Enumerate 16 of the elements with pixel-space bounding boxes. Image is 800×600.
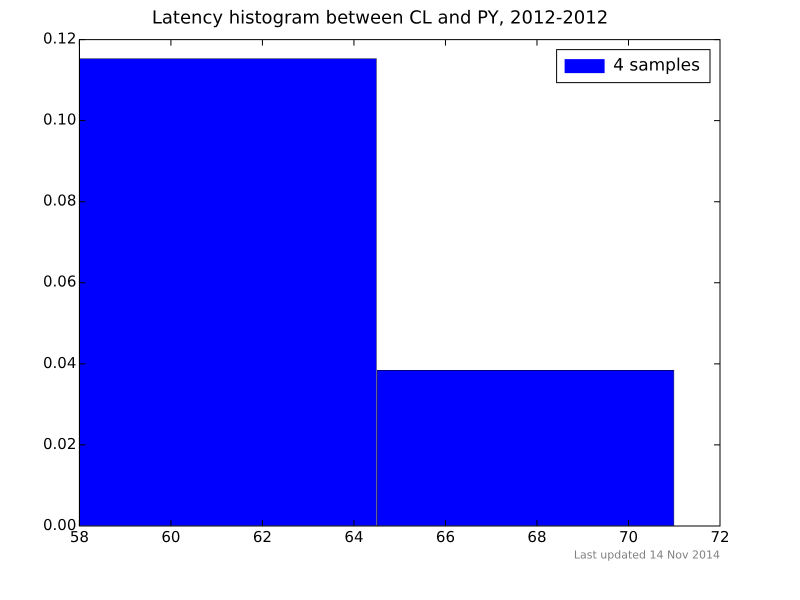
text: Last updated 14 Nov 2014	[574, 548, 720, 562]
x-tick-label: 62	[252, 528, 272, 546]
chart-title: Latency histogram between CL and PY, 2012-2012	[152, 7, 608, 28]
x-tick-label: 64	[344, 528, 364, 546]
x-tick-label: 66	[436, 528, 456, 546]
legend-label: 4 samples	[613, 56, 700, 76]
x-tick-label: 70	[618, 528, 638, 546]
y-tick-label: 0.08	[42, 192, 76, 210]
y-tick-label: 0.12	[42, 29, 76, 48]
y-tick-label: 0.04	[42, 354, 76, 372]
y-tick-label: 0.02	[42, 434, 76, 453]
x-tick-label: 60	[161, 528, 180, 546]
y-tick-label: 0.10	[42, 110, 76, 129]
y-tick-label: 0.06	[42, 272, 76, 291]
x-tick-label: 68	[527, 528, 547, 546]
x-tick-label: 72	[710, 528, 730, 546]
